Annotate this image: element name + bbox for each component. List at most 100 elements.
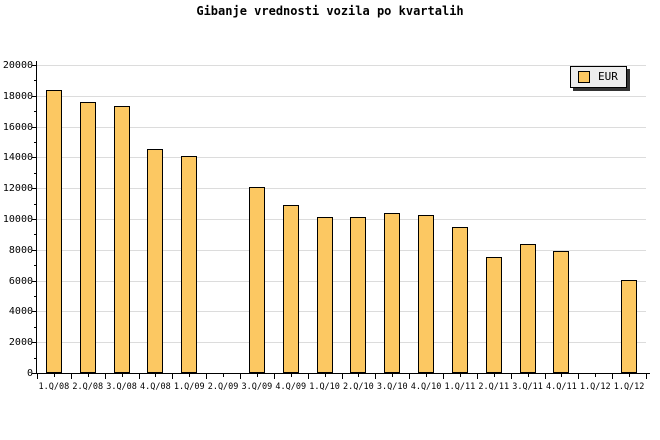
- x-axis-label: 1.Q/11: [444, 382, 476, 392]
- legend-swatch-icon: [578, 71, 590, 83]
- x-axis-label: 2.Q/09: [207, 382, 239, 392]
- y-tick: [32, 250, 37, 251]
- x-tick: [240, 374, 241, 379]
- y-tick: [32, 157, 37, 158]
- bar: [621, 280, 637, 373]
- x-tick: [274, 374, 275, 379]
- bar: [384, 213, 400, 373]
- x-minor-tick: [494, 374, 495, 377]
- x-minor-tick: [155, 374, 156, 377]
- x-minor-tick: [629, 374, 630, 377]
- bar: [486, 257, 502, 373]
- bar: [553, 251, 569, 373]
- y-tick: [32, 96, 37, 97]
- x-tick: [375, 374, 376, 379]
- x-axis-label: 3.Q/11: [512, 382, 543, 392]
- x-tick: [443, 374, 444, 379]
- x-axis-label: 1.Q/09: [173, 382, 205, 392]
- bar: [46, 90, 62, 373]
- bar: [283, 205, 299, 373]
- x-axis-label: 4.Q/10: [410, 382, 442, 392]
- y-axis-label: 10000: [2, 214, 33, 225]
- x-minor-tick: [528, 374, 529, 377]
- y-axis: [36, 61, 37, 374]
- y-minor-tick: [34, 111, 37, 112]
- y-minor-tick: [34, 80, 37, 81]
- y-axis-label: 20000: [2, 60, 33, 71]
- chart-title: Gibanje vrednosti vozila po kvartalih: [196, 4, 464, 18]
- x-tick: [206, 374, 207, 379]
- y-axis-label: 0: [26, 368, 33, 379]
- y-tick: [32, 188, 37, 189]
- x-minor-tick: [358, 374, 359, 377]
- x-axis-label: 3.Q/08: [106, 382, 137, 392]
- x-minor-tick: [460, 374, 461, 377]
- bar: [418, 215, 434, 373]
- gridline: [37, 219, 646, 220]
- x-minor-tick: [325, 374, 326, 377]
- y-axis-label: 18000: [2, 91, 33, 102]
- x-tick: [139, 374, 140, 379]
- x-tick: [578, 374, 579, 379]
- gridline: [37, 127, 646, 128]
- y-axis-label: 12000: [2, 183, 33, 194]
- x-minor-tick: [223, 374, 224, 377]
- bar: [114, 106, 130, 373]
- x-minor-tick: [595, 374, 596, 377]
- y-tick: [32, 65, 37, 66]
- x-tick: [545, 374, 546, 379]
- x-tick: [342, 374, 343, 379]
- gridline: [37, 96, 646, 97]
- x-tick: [612, 374, 613, 379]
- x-tick: [172, 374, 173, 379]
- x-axis-label: 1.Q/08: [38, 382, 70, 392]
- x-axis-label: 2.Q/10: [343, 382, 374, 392]
- x-minor-tick: [122, 374, 123, 377]
- x-axis-label: 4.Q/08: [140, 382, 171, 392]
- y-axis-label: 14000: [2, 152, 33, 163]
- bar: [249, 187, 265, 373]
- x-axis: [36, 373, 650, 374]
- y-minor-tick: [34, 204, 37, 205]
- x-axis-label: 2.Q/11: [478, 382, 510, 392]
- x-axis-label: 4.Q/09: [275, 382, 307, 392]
- y-minor-tick: [34, 234, 37, 235]
- x-minor-tick: [88, 374, 89, 377]
- y-axis-label: 16000: [2, 122, 33, 133]
- bar: [452, 227, 468, 373]
- y-axis-label: 6000: [8, 276, 33, 287]
- bar: [147, 149, 163, 373]
- legend-series-label: EUR: [598, 70, 618, 83]
- y-minor-tick: [34, 358, 37, 359]
- x-axis-label: 3.Q/09: [241, 382, 273, 392]
- y-minor-tick: [34, 296, 37, 297]
- x-tick: [37, 374, 38, 379]
- gridline: [37, 311, 646, 312]
- bar: [80, 102, 96, 373]
- x-tick: [511, 374, 512, 379]
- x-minor-tick: [189, 374, 190, 377]
- x-axis-label: 1.Q/10: [309, 382, 340, 392]
- y-tick: [32, 281, 37, 282]
- x-minor-tick: [426, 374, 427, 377]
- bar: [350, 217, 366, 373]
- y-minor-tick: [34, 327, 37, 328]
- y-tick: [32, 311, 37, 312]
- y-axis-label: 4000: [8, 306, 33, 317]
- y-axis-label: 8000: [8, 245, 33, 256]
- y-tick: [32, 219, 37, 220]
- x-axis-label: 3.Q/10: [376, 382, 408, 392]
- x-axis-label: 1.Q/12: [613, 382, 645, 392]
- x-minor-tick: [257, 374, 258, 377]
- y-tick: [32, 373, 37, 374]
- x-axis-label: 2.Q/08: [72, 382, 104, 392]
- y-minor-tick: [34, 173, 37, 174]
- gridline: [37, 157, 646, 158]
- x-minor-tick: [392, 374, 393, 377]
- y-tick: [32, 127, 37, 128]
- x-minor-tick: [54, 374, 55, 377]
- x-axis-label: 4.Q/11: [546, 382, 577, 392]
- x-tick: [409, 374, 410, 379]
